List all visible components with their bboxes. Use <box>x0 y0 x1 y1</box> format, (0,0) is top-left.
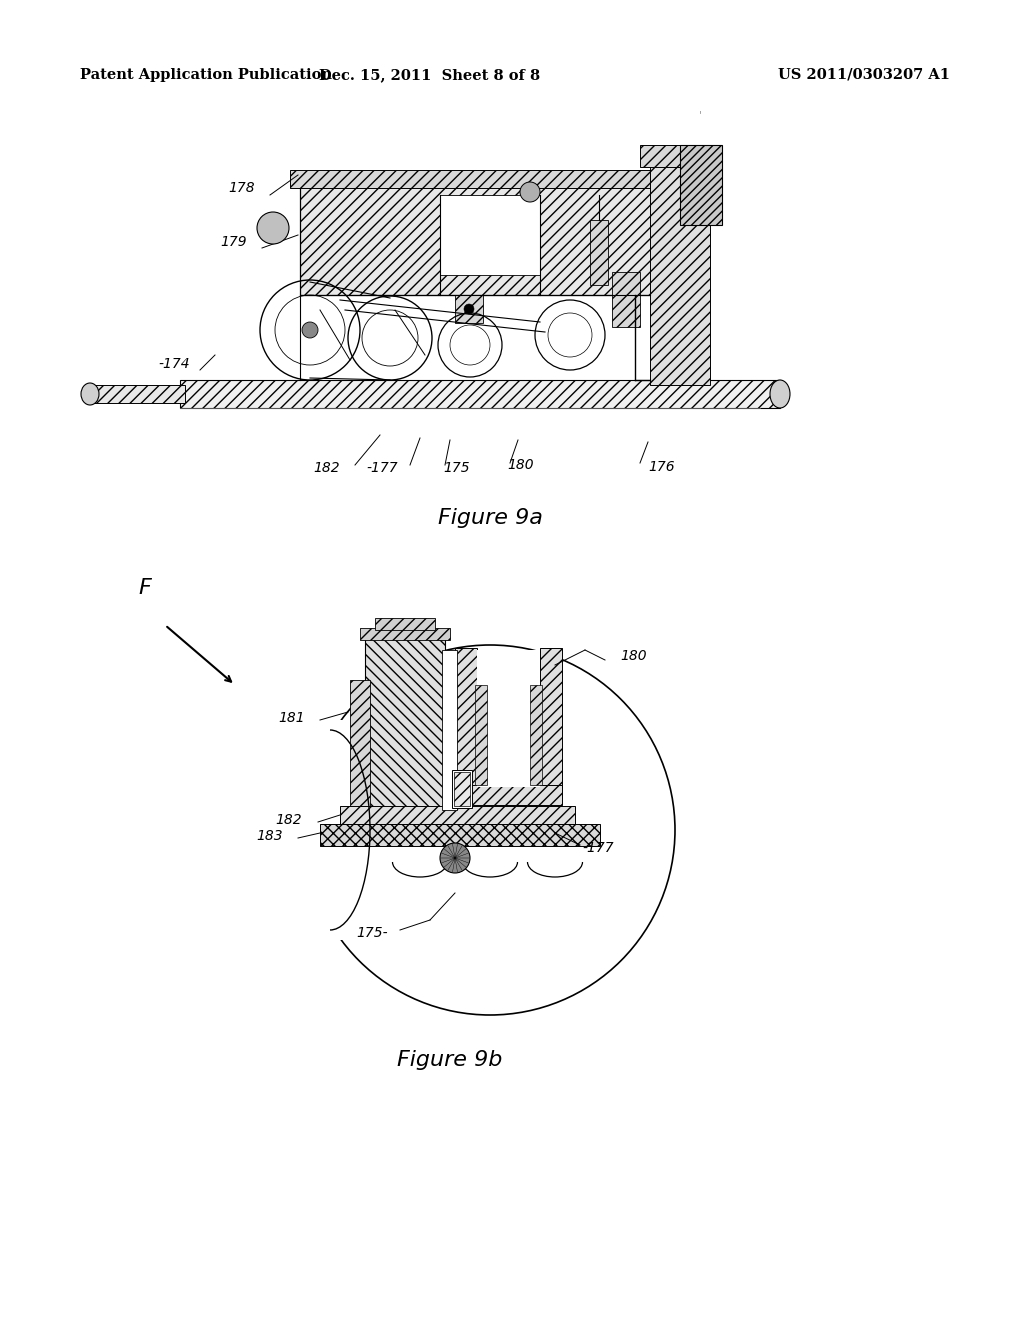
Bar <box>180 380 780 408</box>
Text: 178: 178 <box>228 181 255 195</box>
Bar <box>612 272 640 327</box>
Bar <box>319 824 600 846</box>
Bar <box>340 807 575 824</box>
Bar <box>640 145 715 168</box>
Bar <box>442 649 457 810</box>
Text: 176: 176 <box>648 459 675 474</box>
Text: -177: -177 <box>582 841 613 855</box>
Ellipse shape <box>770 380 790 408</box>
Text: -177: -177 <box>367 461 398 475</box>
Text: Figure 9b: Figure 9b <box>397 1049 503 1071</box>
Bar <box>360 628 450 640</box>
Bar <box>680 145 722 224</box>
Text: Patent Application Publication: Patent Application Publication <box>80 69 332 82</box>
Text: 182: 182 <box>313 461 340 475</box>
Text: 180: 180 <box>507 458 534 473</box>
Ellipse shape <box>81 383 99 405</box>
Bar <box>590 220 608 285</box>
Text: 179: 179 <box>220 235 247 249</box>
Circle shape <box>440 843 470 873</box>
Text: US 2011/0303207 A1: US 2011/0303207 A1 <box>778 69 950 82</box>
Text: 180: 180 <box>620 649 646 663</box>
Bar <box>540 648 562 788</box>
Text: -174: -174 <box>159 356 190 371</box>
Text: F: F <box>138 578 152 598</box>
Text: Dec. 15, 2011  Sheet 8 of 8: Dec. 15, 2011 Sheet 8 of 8 <box>319 69 541 82</box>
Bar <box>300 719 350 940</box>
Bar <box>455 648 477 788</box>
Text: 182: 182 <box>275 813 302 828</box>
Bar <box>90 385 185 403</box>
Circle shape <box>464 304 474 314</box>
Bar <box>300 180 680 294</box>
Text: ': ' <box>698 110 701 120</box>
Circle shape <box>520 182 540 202</box>
Bar <box>530 685 542 785</box>
Bar <box>375 618 435 630</box>
Bar <box>455 785 562 805</box>
Text: 183: 183 <box>256 829 283 843</box>
Bar <box>290 170 690 187</box>
Bar <box>350 680 370 810</box>
Bar <box>365 635 445 810</box>
Text: 175-: 175- <box>356 927 388 940</box>
Bar <box>475 685 487 785</box>
Bar <box>440 195 540 275</box>
Bar <box>650 160 710 385</box>
Text: 175: 175 <box>443 461 470 475</box>
Bar <box>477 649 540 787</box>
Bar <box>455 294 483 323</box>
Circle shape <box>257 213 289 244</box>
Bar <box>452 770 472 808</box>
Text: 181: 181 <box>279 711 305 725</box>
Bar <box>454 772 470 807</box>
Circle shape <box>302 322 318 338</box>
Text: Figure 9a: Figure 9a <box>437 508 543 528</box>
